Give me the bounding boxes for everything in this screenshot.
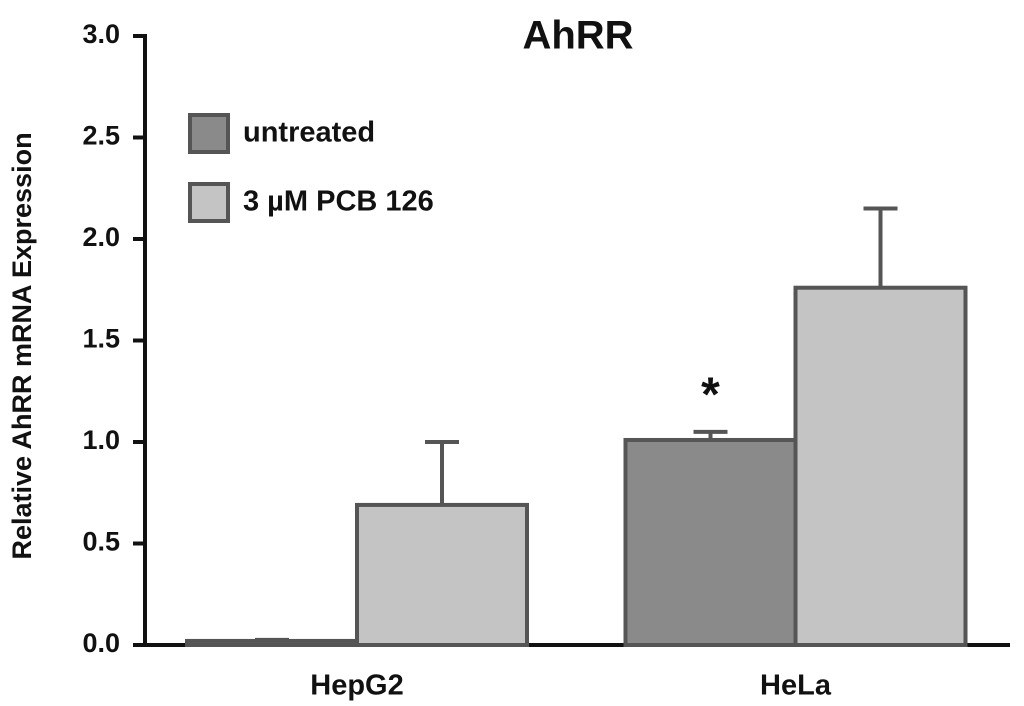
y-tick-label: 1.0 [82,425,120,455]
bar [623,437,798,647]
annotation: * [701,369,720,422]
y-tick-label: 1.5 [82,324,120,354]
y-tick-label: 3.0 [82,19,120,49]
y-axis-label: Relative AhRR mRNA Expression [7,132,37,559]
bar [355,502,529,647]
legend-label: 3 µM PCB 126 [243,186,434,218]
y-tick-label: 0.5 [82,527,120,557]
bar [185,638,359,648]
legend-swatch [188,182,230,223]
bar [793,285,968,647]
x-tick-label: HepG2 [310,670,403,702]
y-tick-label: 2.5 [82,121,120,151]
y-tick-label: 2.0 [82,222,120,252]
legend-swatch [188,113,230,154]
legend-label: untreated [243,117,375,149]
y-tick-label: 0.0 [82,628,120,658]
x-tick-label: HeLa [760,670,832,702]
chart-title: AhRR [522,14,633,58]
